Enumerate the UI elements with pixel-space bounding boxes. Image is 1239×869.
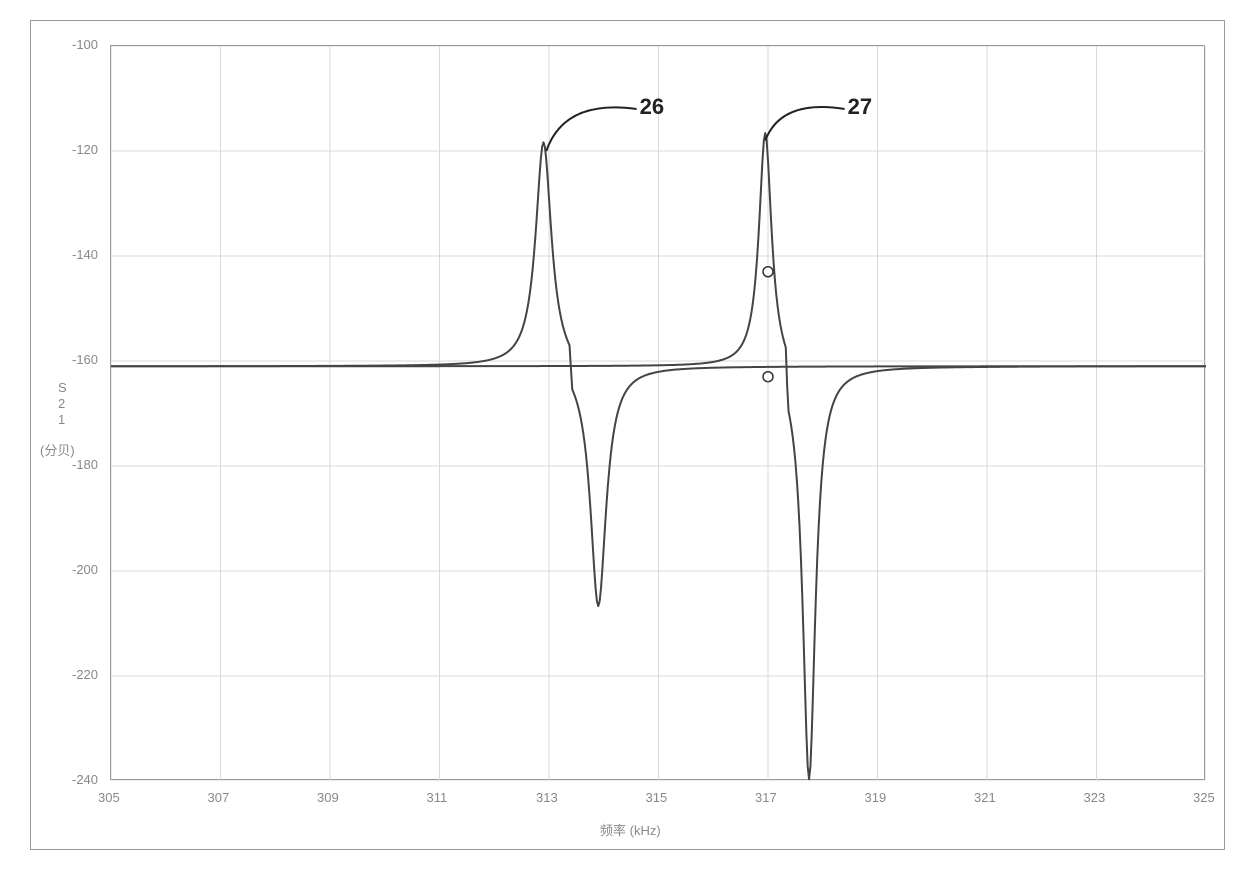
x-tick-label: 313 [536, 790, 558, 805]
plot-area [110, 45, 1205, 780]
y-tick-label: -140 [72, 247, 98, 262]
chart-svg [111, 46, 1206, 781]
y-tick-label: -220 [72, 667, 98, 682]
y-axis-label-1: 1 [58, 412, 65, 427]
x-tick-label: 321 [974, 790, 996, 805]
x-tick-label: 305 [98, 790, 120, 805]
x-tick-label: 309 [317, 790, 339, 805]
data-marker [763, 267, 773, 277]
x-tick-label: 323 [1084, 790, 1106, 805]
x-tick-label: 317 [755, 790, 777, 805]
callout-leader [765, 107, 844, 140]
y-axis-label-unit: (分贝) [40, 440, 75, 459]
x-tick-label: 315 [646, 790, 668, 805]
y-tick-label: -180 [72, 457, 98, 472]
x-tick-label: 307 [208, 790, 230, 805]
y-tick-label: -240 [72, 772, 98, 787]
y-tick-label: -200 [72, 562, 98, 577]
callout-label-27: 27 [848, 94, 872, 120]
x-tick-label: 325 [1193, 790, 1215, 805]
callout-leader [546, 107, 636, 151]
data-marker [763, 372, 773, 382]
y-axis-label-2: 2 [58, 396, 65, 411]
x-tick-label: 319 [865, 790, 887, 805]
x-axis-label: 频率 (kHz) [600, 820, 661, 839]
x-tick-label: 311 [427, 790, 448, 805]
y-tick-label: -160 [72, 352, 98, 367]
y-tick-label: -120 [72, 142, 98, 157]
callout-label-26: 26 [640, 94, 664, 120]
y-tick-label: -100 [72, 37, 98, 52]
y-axis-label-S: S [58, 380, 67, 395]
